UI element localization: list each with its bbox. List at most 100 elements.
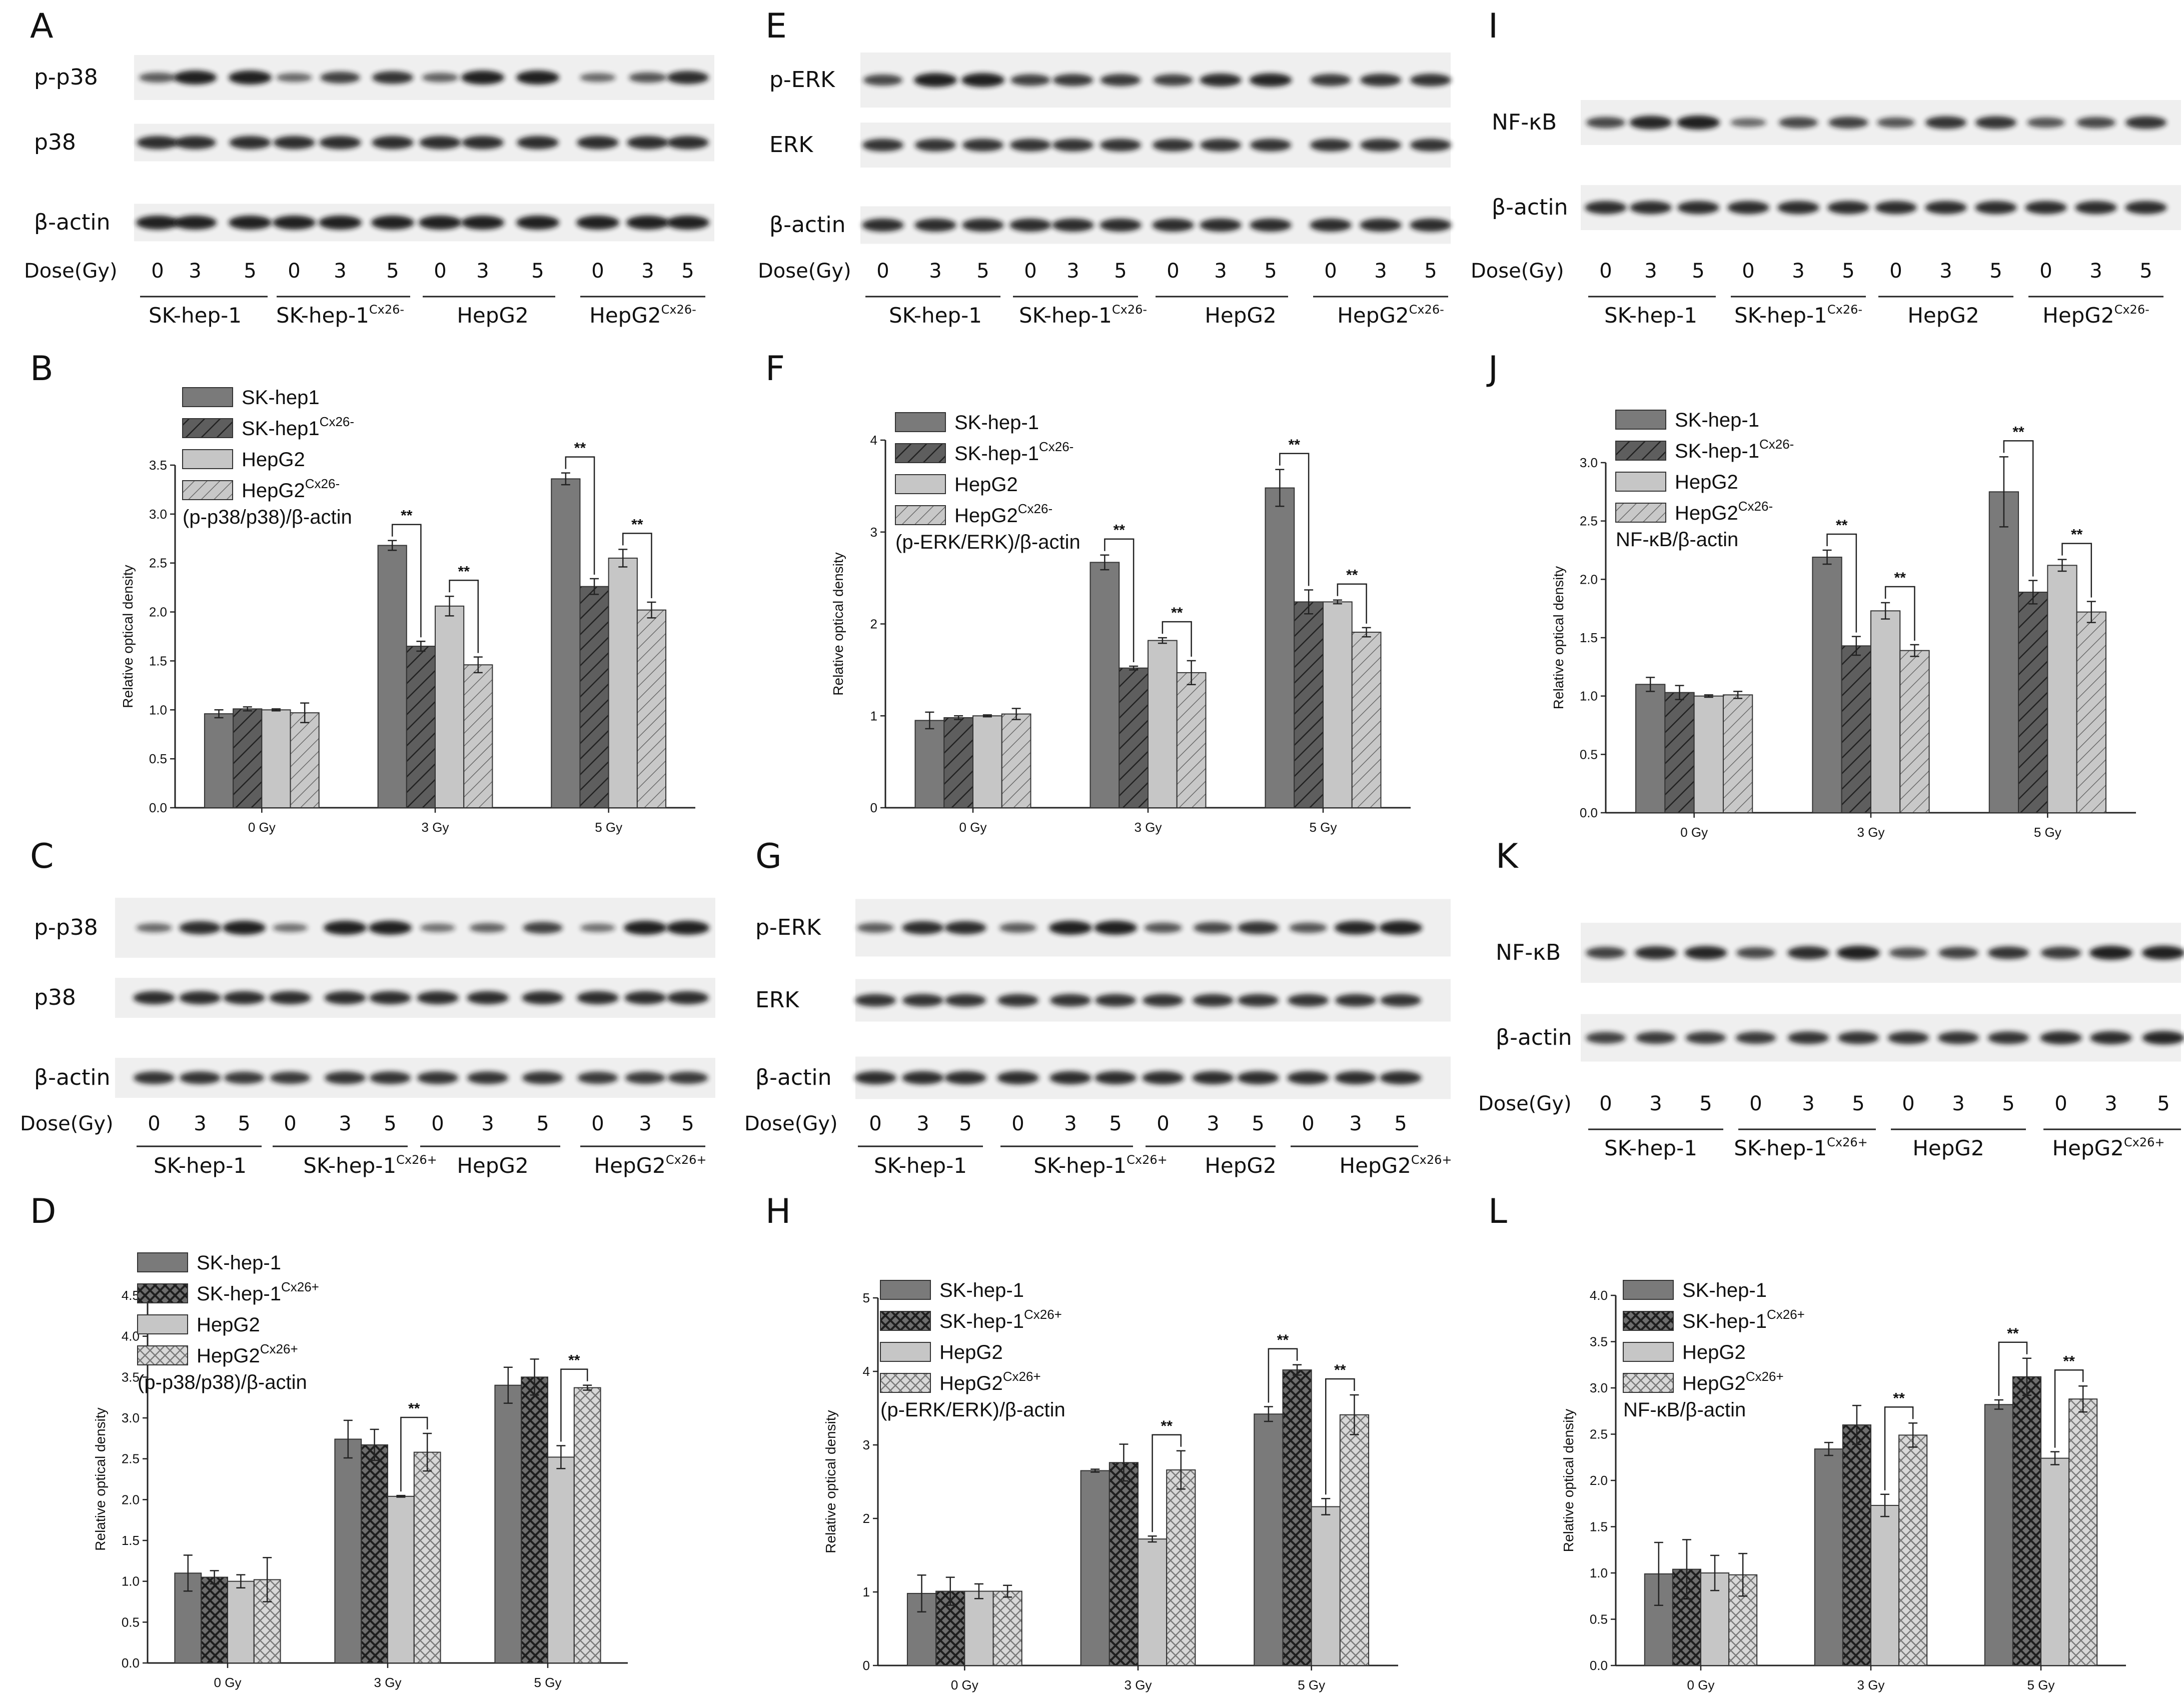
legend-series-superscript: Cx26+ xyxy=(1024,1307,1062,1322)
protein-band xyxy=(1889,947,1928,958)
y-tick-label: 2.0 xyxy=(122,1492,140,1507)
legend-swatch xyxy=(1615,441,1666,461)
dose-value: 3 xyxy=(189,260,201,283)
blot-row-label: p38 xyxy=(34,130,76,155)
protein-band xyxy=(276,73,312,83)
bar-b-s3-c1 xyxy=(261,709,291,809)
y-tick-label: 3.5 xyxy=(122,1369,140,1384)
dose-value: 0 xyxy=(1024,260,1036,283)
protein-band xyxy=(223,921,266,935)
cell-group-name: HepG2 xyxy=(1205,1153,1276,1178)
bar-b-s3-c2 xyxy=(435,605,465,809)
bar-f-s4-c2 xyxy=(1176,672,1207,808)
protein-band xyxy=(1685,1031,1726,1044)
y-tick-label: 0.0 xyxy=(1580,805,1598,820)
y-tick-label: 0.5 xyxy=(1580,747,1598,762)
significance-bracket xyxy=(1104,538,1135,663)
legend-entry: SK-hep-1 xyxy=(1675,409,1759,431)
bar-f-s3-c3 xyxy=(1323,601,1353,809)
cell-group-name: SK-hep-1 xyxy=(1019,303,1112,328)
y-tick-label: 0 xyxy=(870,800,877,815)
protein-band xyxy=(667,1071,708,1084)
cell-group-name: SK-hep-1 xyxy=(1033,1153,1127,1178)
cell-group-name: SK-hep-1 xyxy=(303,1153,396,1178)
legend-series-name: HepG2 xyxy=(954,505,1018,527)
significance-bracket xyxy=(1884,1406,1914,1490)
significance-bracket xyxy=(2003,440,2034,577)
legend-swatch xyxy=(895,505,946,525)
dose-value: 0 xyxy=(1902,1092,1914,1115)
protein-band xyxy=(626,216,669,230)
dose-value: 5 xyxy=(2139,260,2152,283)
bar-b-s1-c3 xyxy=(551,478,581,808)
cell-group-name: HepG2 xyxy=(594,1153,666,1178)
cell-group-name: HepG2 xyxy=(1205,303,1276,328)
significance-bracket xyxy=(449,580,479,653)
dose-value: 0 xyxy=(1749,1092,1762,1115)
legend-series-superscript: Cx26- xyxy=(320,414,354,429)
protein-band xyxy=(2040,1031,2082,1045)
protein-band xyxy=(1237,921,1279,934)
protein-band xyxy=(1200,139,1242,152)
significance-marker: ** xyxy=(1894,570,1906,586)
protein-band xyxy=(324,991,366,1005)
x-tick-label: 5 Gy xyxy=(2034,825,2061,840)
cell-group-name: SK-hep-1 xyxy=(874,1153,967,1178)
protein-band xyxy=(467,991,509,1005)
bar-j-s3-c1 xyxy=(1693,695,1724,813)
y-axis-title: Relative optical density xyxy=(120,565,136,708)
protein-band xyxy=(666,921,709,935)
protein-band xyxy=(229,71,272,85)
dose-value: 5 xyxy=(681,260,694,283)
dose-value: 0 xyxy=(1324,260,1337,283)
protein-band xyxy=(1052,218,1094,232)
blot-row-label: p-ERK xyxy=(755,915,821,940)
bar-d-s3-c2 xyxy=(387,1495,415,1664)
protein-band xyxy=(517,136,559,150)
y-axis-title: Relative optical density xyxy=(93,1407,108,1550)
dose-value: 5 xyxy=(1114,260,1127,283)
cell-group-name: HepG2 xyxy=(1907,303,1979,328)
protein-band xyxy=(1310,139,1352,152)
protein-band xyxy=(133,1071,175,1084)
legend-series-name: HepG2 xyxy=(197,1314,260,1336)
legend-entry: HepG2 xyxy=(197,1314,260,1336)
protein-band xyxy=(1095,994,1137,1007)
bar-l-s2-c3 xyxy=(2012,1376,2041,1666)
cell-group-name: SK-hep-1 xyxy=(1734,1136,1827,1160)
legend-swatch xyxy=(182,387,233,407)
bar-j-s3-c3 xyxy=(2047,565,2077,814)
y-tick-label: 2.0 xyxy=(149,605,167,620)
dose-value: 5 xyxy=(238,1112,250,1135)
protein-band xyxy=(1877,117,1915,128)
protein-band xyxy=(2089,946,2132,960)
significance-marker: ** xyxy=(401,508,413,524)
legend-swatch xyxy=(1615,410,1666,430)
chart-panel-d: D 0.0 0.5 1.0 1.5 2.0 2.5 3.0 3.5 4.0 4.5 Relative … xyxy=(30,1192,628,1690)
dose-value: 3 xyxy=(334,260,346,283)
y-tick-label: 3 xyxy=(870,525,877,540)
protein-band xyxy=(1094,921,1137,935)
protein-band xyxy=(1049,994,1091,1007)
legend-entry: SK-hep-1 xyxy=(1682,1279,1767,1301)
legend-entry: SK-hep-1 xyxy=(954,412,1039,434)
protein-band xyxy=(902,1071,944,1085)
protein-band xyxy=(2142,1031,2184,1045)
bar-b-s1-c1 xyxy=(204,713,234,808)
bar-d-s4-c3 xyxy=(573,1387,601,1663)
protein-band xyxy=(667,71,709,85)
significance-marker: ** xyxy=(1289,437,1301,453)
y-tick-label: 3.0 xyxy=(1580,455,1598,470)
legend-series-name: SK-hep-1 xyxy=(1675,440,1759,462)
protein-band xyxy=(667,991,709,1005)
cell-group-label: SK-hep-1 xyxy=(1604,303,1697,328)
legend-title: (p-ERK/ERK)/β-actin xyxy=(895,531,1080,553)
chart-panel-b: B 0.0 0.5 1.0 1.5 2.0 2.5 3.0 3.5 Relative optica… xyxy=(30,349,695,835)
dose-axis-label: Dose(Gy) xyxy=(1478,1092,1572,1115)
y-tick-label: 0.0 xyxy=(122,1655,140,1670)
dose-value: 3 xyxy=(1374,260,1387,283)
panel-letter: B xyxy=(30,349,54,389)
cell-group-label: SK-hep-1 xyxy=(149,303,242,328)
cell-group-label: SK-hep-1Cx26- xyxy=(1734,303,1862,328)
protein-band xyxy=(273,136,315,150)
